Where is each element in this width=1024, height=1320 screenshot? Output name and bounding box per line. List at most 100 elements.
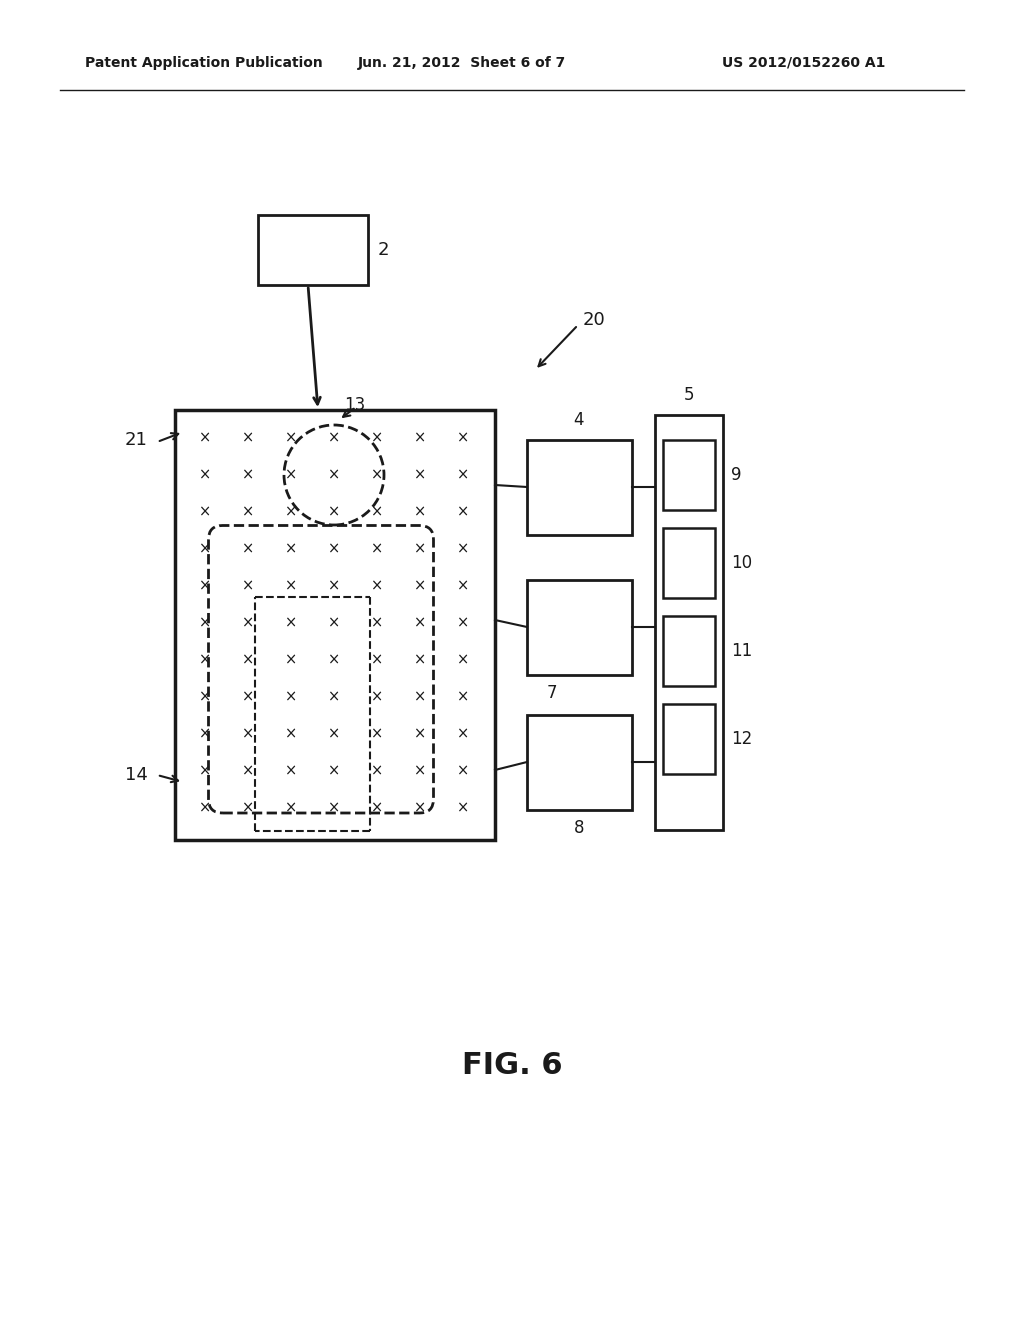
Text: ×: × xyxy=(242,763,254,779)
Text: 4: 4 xyxy=(573,411,585,429)
Bar xyxy=(663,704,715,774)
Text: ×: × xyxy=(457,467,469,483)
Bar xyxy=(655,414,723,830)
Bar xyxy=(663,616,715,686)
Text: ×: × xyxy=(457,652,469,668)
Text: ×: × xyxy=(328,726,340,742)
Text: ×: × xyxy=(285,578,297,594)
Text: ×: × xyxy=(328,578,340,594)
Text: ×: × xyxy=(199,430,211,446)
Text: ×: × xyxy=(285,504,297,520)
Bar xyxy=(527,440,632,535)
Text: 12: 12 xyxy=(731,730,753,748)
Text: ×: × xyxy=(328,615,340,631)
Text: ×: × xyxy=(242,430,254,446)
Text: ×: × xyxy=(242,578,254,594)
Text: ×: × xyxy=(371,578,383,594)
Text: ×: × xyxy=(414,800,426,816)
Text: 10: 10 xyxy=(731,554,752,572)
Text: ×: × xyxy=(371,800,383,816)
Text: ×: × xyxy=(371,689,383,705)
Text: ×: × xyxy=(328,504,340,520)
Text: ×: × xyxy=(199,467,211,483)
Text: ×: × xyxy=(199,726,211,742)
Text: 8: 8 xyxy=(573,818,585,837)
Text: ×: × xyxy=(457,504,469,520)
Text: ×: × xyxy=(242,800,254,816)
Text: ×: × xyxy=(457,430,469,446)
Text: ×: × xyxy=(199,504,211,520)
Text: ×: × xyxy=(242,615,254,631)
Text: ×: × xyxy=(199,800,211,816)
Text: ×: × xyxy=(457,726,469,742)
Text: 11: 11 xyxy=(731,642,753,660)
Text: Patent Application Publication: Patent Application Publication xyxy=(85,55,323,70)
Text: ×: × xyxy=(328,652,340,668)
Text: ×: × xyxy=(285,430,297,446)
Text: ×: × xyxy=(328,763,340,779)
Bar xyxy=(258,215,368,285)
Text: ×: × xyxy=(199,541,211,557)
Text: ×: × xyxy=(242,652,254,668)
Text: ×: × xyxy=(285,726,297,742)
Text: ×: × xyxy=(285,652,297,668)
Text: ×: × xyxy=(199,615,211,631)
Text: ×: × xyxy=(371,541,383,557)
Text: ×: × xyxy=(285,689,297,705)
Bar xyxy=(663,528,715,598)
Text: ×: × xyxy=(371,652,383,668)
Text: ×: × xyxy=(457,800,469,816)
Bar xyxy=(527,579,632,675)
Text: Jun. 21, 2012  Sheet 6 of 7: Jun. 21, 2012 Sheet 6 of 7 xyxy=(358,55,566,70)
Text: ×: × xyxy=(457,615,469,631)
Text: ×: × xyxy=(371,504,383,520)
Text: ×: × xyxy=(242,504,254,520)
Text: ×: × xyxy=(328,467,340,483)
Text: 13: 13 xyxy=(344,396,366,414)
Text: 14: 14 xyxy=(125,766,147,784)
Text: 7: 7 xyxy=(547,684,557,702)
Text: ×: × xyxy=(414,541,426,557)
Text: ×: × xyxy=(242,467,254,483)
Text: ×: × xyxy=(414,430,426,446)
Text: ×: × xyxy=(414,652,426,668)
Text: ×: × xyxy=(199,652,211,668)
Text: ×: × xyxy=(199,689,211,705)
Text: 21: 21 xyxy=(125,432,147,449)
Text: ×: × xyxy=(328,800,340,816)
Text: ×: × xyxy=(199,578,211,594)
Text: ×: × xyxy=(457,541,469,557)
Text: ×: × xyxy=(414,726,426,742)
Text: ×: × xyxy=(414,578,426,594)
Text: ×: × xyxy=(328,541,340,557)
Text: ×: × xyxy=(457,578,469,594)
Text: ×: × xyxy=(371,467,383,483)
Text: ×: × xyxy=(414,504,426,520)
Text: 5: 5 xyxy=(684,385,694,404)
Text: 20: 20 xyxy=(583,312,606,329)
Text: ×: × xyxy=(328,430,340,446)
Text: ×: × xyxy=(199,763,211,779)
Text: ×: × xyxy=(285,763,297,779)
Text: ×: × xyxy=(414,615,426,631)
Bar xyxy=(527,715,632,810)
Text: ×: × xyxy=(414,467,426,483)
Text: ×: × xyxy=(371,726,383,742)
Text: ×: × xyxy=(414,689,426,705)
Text: ×: × xyxy=(242,541,254,557)
Text: ×: × xyxy=(328,689,340,705)
Text: ×: × xyxy=(457,689,469,705)
Text: ×: × xyxy=(242,726,254,742)
Text: ×: × xyxy=(285,541,297,557)
Text: ×: × xyxy=(371,615,383,631)
Text: US 2012/0152260 A1: US 2012/0152260 A1 xyxy=(722,55,886,70)
Text: ×: × xyxy=(242,689,254,705)
Text: 2: 2 xyxy=(378,242,389,259)
Text: ×: × xyxy=(414,763,426,779)
Text: ×: × xyxy=(285,467,297,483)
Bar xyxy=(663,440,715,510)
Text: 9: 9 xyxy=(731,466,741,484)
Text: ×: × xyxy=(285,800,297,816)
Bar xyxy=(175,411,495,840)
Text: ×: × xyxy=(371,430,383,446)
